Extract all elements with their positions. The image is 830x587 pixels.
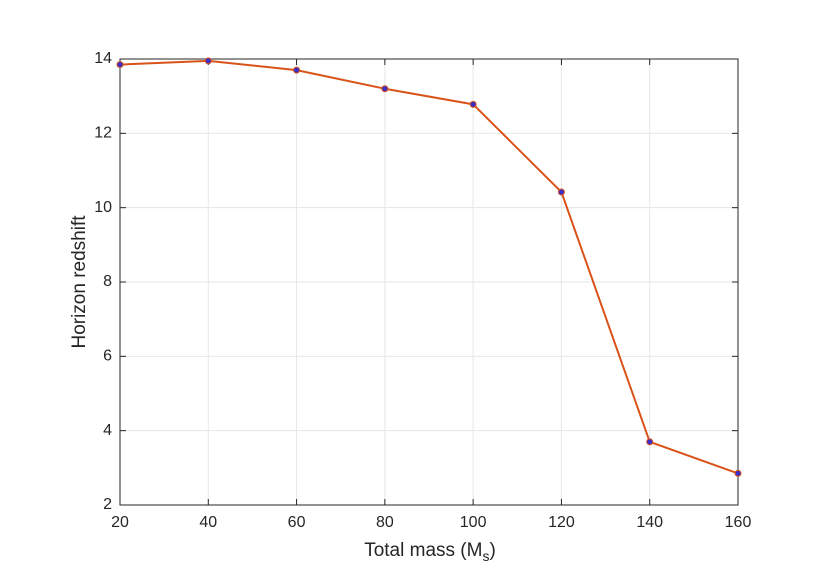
y-axis-label: Horizon redshift: [69, 215, 90, 349]
data-point: [293, 66, 301, 74]
x-tick-label: 60: [288, 514, 306, 531]
y-tick-label: 6: [103, 348, 112, 365]
data-line: [119, 59, 739, 475]
data-point: [116, 61, 124, 69]
data-point: [734, 469, 742, 477]
x-tick-label: 80: [376, 514, 394, 531]
data-point: [469, 100, 477, 108]
x-tick-label: 120: [548, 514, 575, 531]
x-tick-label: 40: [199, 514, 217, 531]
data-point: [646, 438, 654, 446]
axes-box: [119, 58, 739, 506]
data-point: [557, 188, 565, 196]
x-tick-label: 100: [460, 514, 487, 531]
y-tick-label: 12: [94, 125, 112, 142]
x-axis-label: Total mass (Ms): [364, 540, 496, 564]
data-point: [381, 85, 389, 93]
y-tick-label: 14: [94, 50, 112, 67]
x-label-end: ): [489, 540, 495, 561]
x-tick-label: 140: [636, 514, 663, 531]
x-tick-label: 20: [111, 514, 129, 531]
x-label-subscript: s: [482, 548, 489, 564]
y-tick-label: 10: [94, 199, 112, 216]
y-tick-label: 8: [103, 273, 112, 290]
x-label-main: Total mass (M: [364, 540, 482, 561]
x-tick-label: 160: [725, 514, 752, 531]
data-point: [204, 57, 212, 65]
y-tick-label: 2: [103, 496, 112, 513]
y-tick-label: 4: [103, 422, 112, 439]
